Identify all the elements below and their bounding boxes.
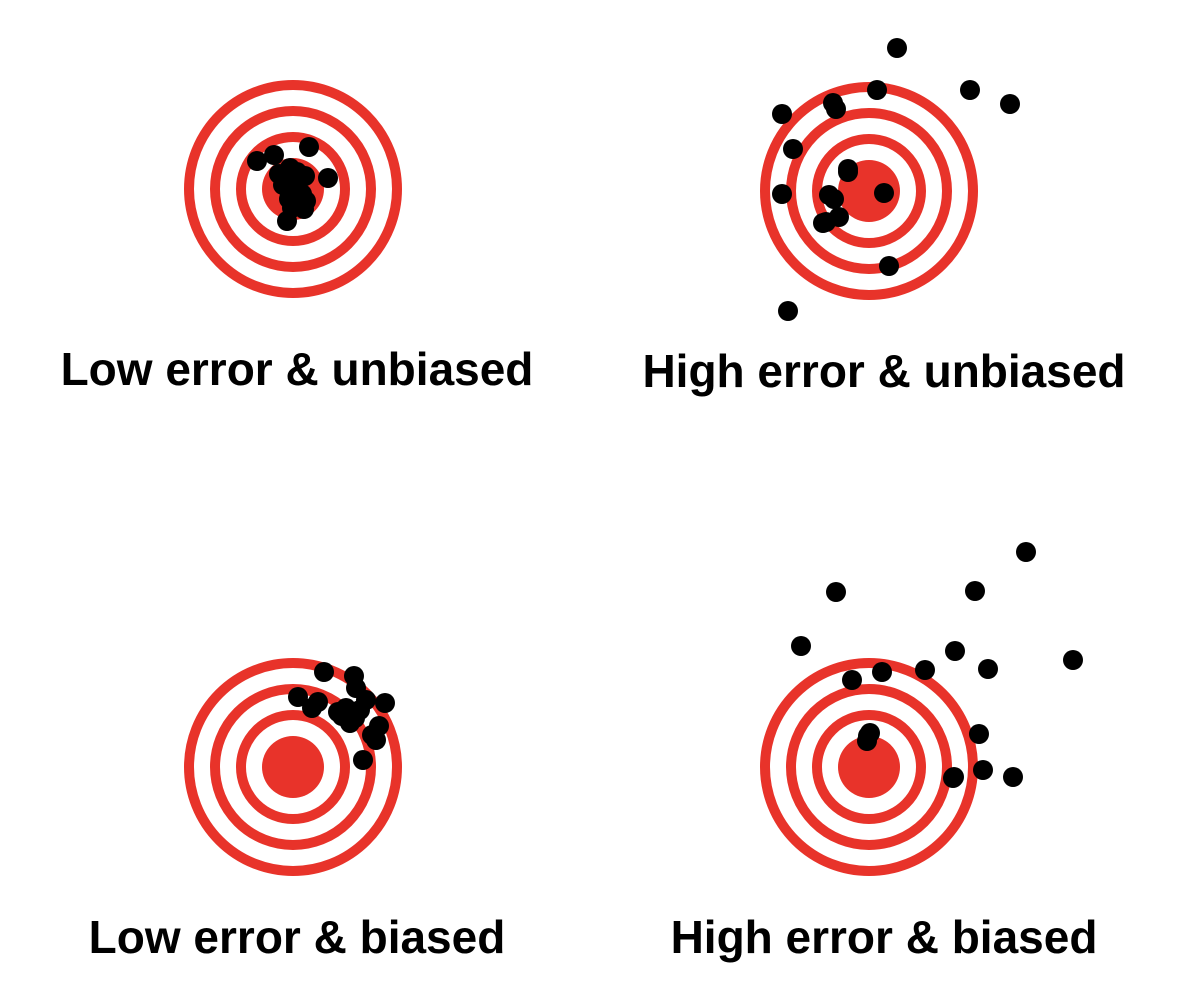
shot-mark-high-error-unbiased	[778, 301, 798, 321]
panel-label-low-error-biased: Low error & biased	[88, 911, 506, 963]
shot-mark-high-error-unbiased	[838, 162, 858, 182]
shot-mark-high-error-biased	[1016, 542, 1036, 562]
shot-mark-high-error-biased	[945, 641, 965, 661]
shot-mark-high-error-unbiased	[772, 184, 792, 204]
target-low-error-unbiased	[184, 80, 402, 298]
shot-mark-high-error-biased	[944, 767, 964, 787]
shot-mark-high-error-unbiased	[1000, 94, 1020, 114]
panel-label-high-error-biased: High error & biased	[670, 911, 1098, 963]
shot-mark-low-error-biased	[288, 687, 308, 707]
shot-mark-low-error-biased	[375, 693, 395, 713]
target-ring-1	[184, 80, 402, 298]
target-high-error-unbiased	[760, 38, 1020, 321]
shot-mark-low-error-biased	[302, 698, 322, 718]
shot-mark-high-error-unbiased	[772, 104, 792, 124]
shot-mark-high-error-unbiased	[826, 99, 846, 119]
shot-mark-low-error-biased	[314, 662, 334, 682]
shot-mark-high-error-unbiased	[783, 139, 803, 159]
shot-mark-low-error-biased	[356, 690, 376, 710]
shot-mark-high-error-biased	[965, 581, 985, 601]
shot-mark-high-error-unbiased	[960, 80, 980, 100]
shot-mark-low-error-biased	[345, 708, 365, 728]
target-ring-2	[210, 106, 376, 272]
target-low-error-biased	[184, 658, 402, 876]
shot-mark-high-error-biased	[973, 760, 993, 780]
shot-mark-high-error-biased	[915, 660, 935, 680]
shot-mark-high-error-biased	[842, 670, 862, 690]
target-ring-1	[184, 658, 402, 876]
shot-mark-high-error-biased	[872, 662, 892, 682]
bullseye	[262, 736, 324, 798]
panel-label-high-error-unbiased: High error & unbiased	[642, 345, 1126, 397]
shot-mark-high-error-biased	[858, 726, 878, 746]
shot-mark-high-error-biased	[978, 659, 998, 679]
shot-mark-high-error-unbiased	[816, 212, 836, 232]
shot-mark-low-error-biased	[362, 725, 382, 745]
shot-mark-high-error-biased	[826, 582, 846, 602]
target-ring-3	[236, 710, 350, 824]
shot-mark-low-error-unbiased	[247, 151, 267, 171]
target-high-error-biased	[760, 542, 1083, 876]
shot-mark-high-error-unbiased	[824, 189, 844, 209]
shot-mark-low-error-unbiased	[277, 211, 297, 231]
shot-mark-low-error-unbiased	[299, 137, 319, 157]
target-ring-2	[786, 684, 952, 850]
shot-mark-high-error-unbiased	[887, 38, 907, 58]
shot-mark-low-error-unbiased	[318, 168, 338, 188]
target-ring-3	[812, 710, 926, 824]
panel-label-low-error-unbiased: Low error & unbiased	[60, 343, 534, 395]
shot-mark-high-error-unbiased	[879, 256, 899, 276]
shot-mark-high-error-biased	[969, 724, 989, 744]
shot-mark-low-error-unbiased	[264, 145, 284, 165]
shot-mark-high-error-unbiased	[867, 80, 887, 100]
shot-mark-low-error-biased	[353, 750, 373, 770]
shot-mark-high-error-unbiased	[874, 183, 894, 203]
target-ring-3	[236, 132, 350, 246]
bullseye	[838, 736, 900, 798]
shot-mark-high-error-biased	[1003, 767, 1023, 787]
shot-mark-high-error-biased	[1063, 650, 1083, 670]
shot-mark-high-error-biased	[791, 636, 811, 656]
target-ring-3	[812, 134, 926, 248]
target-ring-1	[760, 658, 978, 876]
